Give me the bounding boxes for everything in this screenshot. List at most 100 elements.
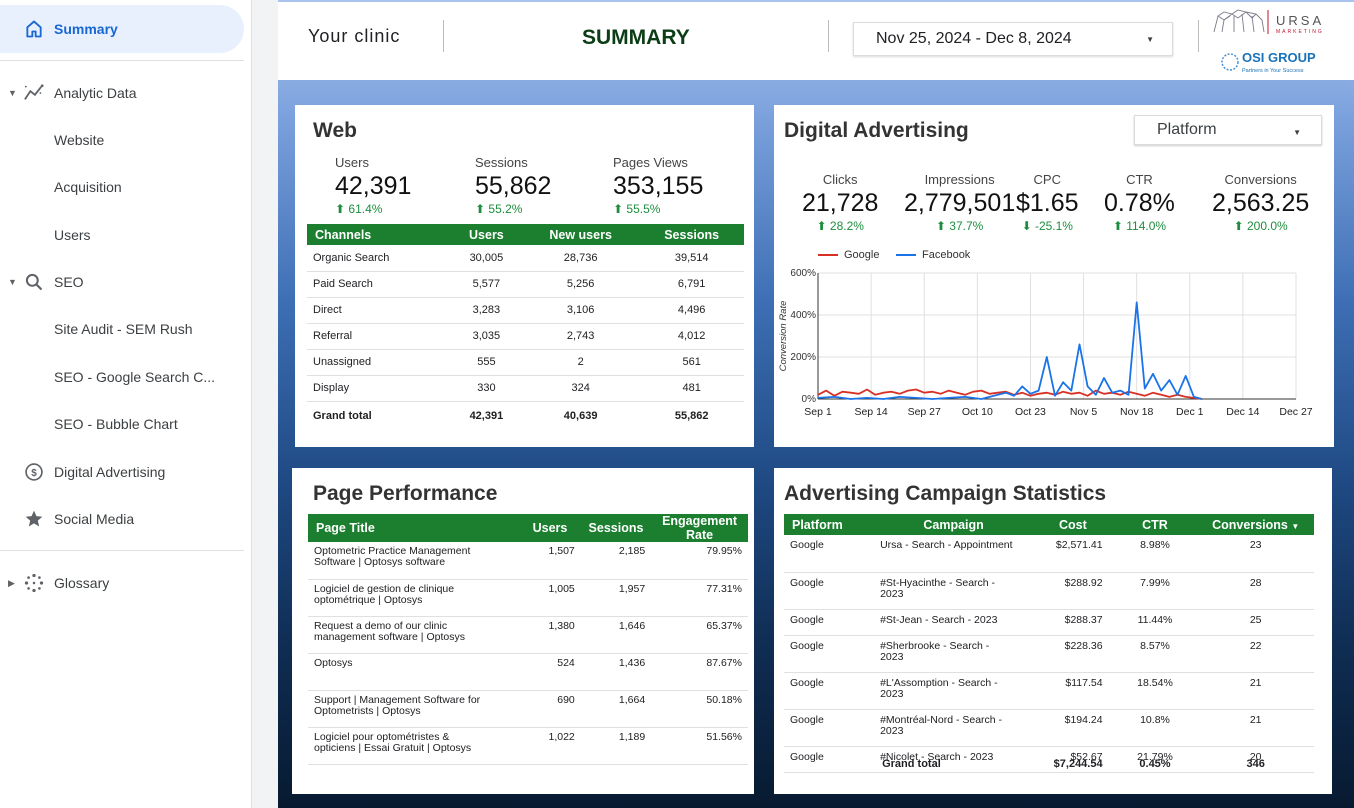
table-cell: 40,639 (563, 410, 598, 423)
metric-page-views: Pages Views 353,155 ⬆ 55.5% (613, 155, 703, 216)
sidebar-item-label: Digital Advertising (54, 464, 166, 480)
caret-down-icon[interactable]: ▼ (8, 88, 17, 98)
x-tick-label: Dec 14 (1226, 406, 1259, 418)
table-header[interactable]: New users (521, 224, 640, 245)
table-row[interactable]: Optosys 524 1,436 87.67% (308, 653, 748, 691)
arrow-up-icon: ⬆ (816, 219, 830, 233)
svg-text:$: $ (31, 468, 37, 479)
table-header[interactable]: Sessions (580, 514, 652, 542)
table-row[interactable]: Request a demo of our clinic management … (308, 616, 748, 654)
table-row[interactable]: Logiciel de gestion de clinique optométr… (308, 579, 748, 617)
sidebar-item-label: Summary (54, 21, 118, 37)
table-cell: 21 (1197, 672, 1314, 710)
caret-right-icon[interactable]: ▶ (8, 577, 15, 588)
sidebar-item-acquisition[interactable]: Acquisition (0, 163, 122, 211)
table-header[interactable]: Engagement Rate (651, 514, 748, 542)
table-cell: 20 (1197, 746, 1314, 773)
page-performance-table: Page Title Users Sessions Engagement Rat… (308, 514, 748, 765)
table-row[interactable]: Optometric Practice Management Software … (308, 542, 748, 580)
table-header-sorted[interactable]: Conversions ▼ (1197, 514, 1314, 535)
table-row[interactable]: Google #St-Hyacinthe - Search - 2023 $288.… (784, 572, 1314, 610)
sidebar-item-label: SEO (54, 274, 84, 290)
table-header[interactable]: Platform (784, 514, 875, 535)
platform-filter[interactable]: Platform ▼ (1134, 115, 1322, 145)
sidebar-item-summary[interactable]: Summary (0, 5, 244, 53)
table-header[interactable]: Cost (1033, 514, 1113, 535)
ursa-osi-logo: URSA MARKETING OSI GROUP Partners in You… (1213, 9, 1322, 74)
legend-facebook[interactable]: Facebook (896, 249, 970, 261)
sidebar-item-social-media[interactable]: Social Media (0, 495, 134, 543)
sidebar-item-website[interactable]: Website (0, 116, 104, 164)
campaign-table: Platform Campaign Cost CTR Conversions ▼… (784, 514, 1314, 773)
table-row[interactable]: Logiciel pour optométristes & opticiens … (308, 727, 748, 765)
sidebar-item-site-audit[interactable]: Site Audit - SEM Rush (0, 305, 193, 353)
sidebar-item-seo[interactable]: ▼ SEO (0, 258, 84, 306)
table-row[interactable]: Google #St-Jean - Search - 2023 $288.37 11.… (784, 609, 1314, 636)
metric-value: 2,779,501 (904, 189, 1016, 217)
sidebar-item-seo-bubble-chart[interactable]: SEO - Bubble Chart (0, 400, 178, 448)
metric-change: ⬆ 37.7% (904, 219, 1015, 233)
table-header[interactable]: Users (450, 224, 522, 245)
table-cell: 1,507 (519, 542, 581, 580)
y-axis-label: Conversion Rate (778, 301, 789, 372)
table-header[interactable]: Page Title (308, 514, 520, 542)
table-cell: $2,571.41 (1033, 535, 1113, 573)
table-header[interactable]: CTR (1112, 514, 1198, 535)
date-range-picker[interactable]: Nov 25, 2024 - Dec 8, 2024 ▼ (853, 22, 1173, 56)
table-cell: 39,514 (639, 245, 744, 272)
table-cell: 330 (450, 375, 522, 402)
table-cell: 1,957 (580, 579, 652, 617)
table-cell: 7.99% (1112, 572, 1198, 610)
sidebar-item-users[interactable]: Users (0, 211, 91, 259)
dollar-circle-icon: $ (22, 460, 46, 484)
table-row[interactable]: Unassigned 555 2 561 (307, 349, 744, 376)
date-range-value: Nov 25, 2024 - Dec 8, 2024 (876, 30, 1072, 47)
x-tick-label: Oct 10 (962, 406, 993, 418)
table-cell: Support | Management Software for Optome… (308, 690, 520, 728)
page-title: SUMMARY (582, 26, 690, 49)
metric-change: ⬆ 61.4% (335, 202, 411, 216)
table-header[interactable]: Channels (307, 224, 451, 245)
table-row[interactable]: Google #Montréal-Nord - Search - 2023 $194… (784, 709, 1314, 747)
table-header[interactable]: Sessions (639, 224, 744, 245)
metric-label: CPC (1033, 172, 1061, 187)
table-row[interactable]: Google #Sherbrooke - Search - 2023 $228.36… (784, 635, 1314, 673)
table-cell: #St-Hyacinthe - Search - 2023 (874, 572, 1034, 610)
table-cell: 1,022 (519, 727, 581, 765)
sidebar-item-analytic-data[interactable]: ▼ Analytic Data (0, 69, 136, 117)
legend-label: Google (844, 249, 880, 261)
table-cell: Grand total (313, 410, 372, 423)
table-cell: 1,380 (519, 616, 581, 654)
metric-value: 0.78% (1104, 189, 1175, 217)
table-row[interactable]: Referral 3,035 2,743 4,012 (307, 323, 744, 350)
table-cell: 524 (519, 653, 581, 691)
metric-label: Impressions (924, 172, 995, 187)
table-cell: 1,436 (580, 653, 652, 691)
table-cell: 555 (450, 349, 522, 376)
table-row[interactable]: Organic Search 30,005 28,736 39,514 (307, 245, 744, 272)
table-header[interactable]: Users (519, 514, 581, 542)
table-row[interactable]: Direct 3,283 3,106 4,496 (307, 297, 744, 324)
arrow-up-icon: ⬆ (935, 219, 950, 233)
table-row[interactable]: Display 330 324 481 (307, 375, 744, 402)
table-row[interactable]: Support | Management Software for Optome… (308, 690, 748, 728)
header-label: Conversions (1212, 517, 1288, 532)
table-header[interactable]: Campaign (874, 514, 1034, 535)
table-cell: 2 (521, 349, 640, 376)
caret-down-icon[interactable]: ▼ (8, 277, 17, 287)
legend-google[interactable]: Google (818, 249, 879, 261)
table-row[interactable]: Google #L'Assomption - Search - 2023 $117.… (784, 672, 1314, 710)
y-tick-label: 600% (790, 268, 816, 279)
legend-label: Facebook (922, 249, 971, 261)
star-icon (22, 507, 46, 531)
metric-label: Clicks (822, 172, 858, 187)
table-row[interactable]: Paid Search 5,577 5,256 6,791 (307, 271, 744, 298)
table-row[interactable]: Google #Nicolet - Search - 2023 $52.67 21.7… (784, 746, 1314, 773)
grand-total-label: Grand total (882, 758, 941, 770)
sidebar-item-glossary[interactable]: ▶ Glossary (0, 559, 109, 607)
sidebar-item-seo-google-search[interactable]: SEO - Google Search C... (0, 353, 215, 401)
sidebar-item-digital-advertising[interactable]: $ Digital Advertising (0, 448, 165, 496)
metric-users: Users 42,391 ⬆ 61.4% (335, 155, 411, 216)
table-row[interactable]: Google Ursa - Search - Appointment $2,571.… (784, 535, 1314, 573)
metric-value: 2,563.25 (1212, 189, 1310, 217)
